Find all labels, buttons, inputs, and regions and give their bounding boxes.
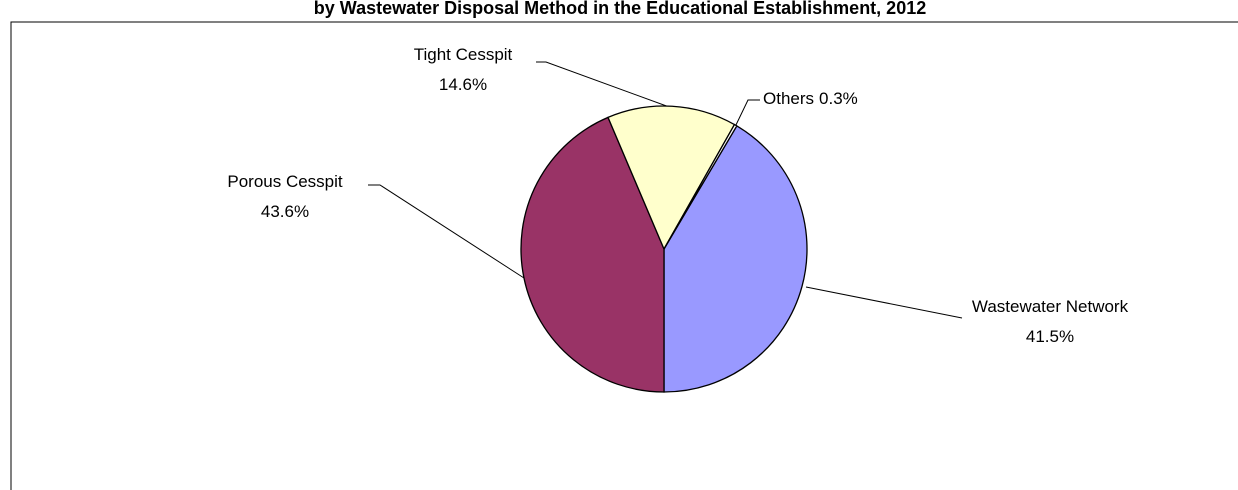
pie-slice [607, 105, 736, 251]
pie-slice [663, 125, 808, 393]
leader-line [368, 184, 525, 279]
value-label: 41.5% [1026, 327, 1074, 346]
slice-label: Others 0.3% [763, 89, 858, 108]
category-label: Wastewater Network [972, 297, 1129, 316]
pie-slice [520, 116, 665, 393]
chart-title: by Wastewater Disposal Method in the Edu… [314, 0, 926, 18]
value-label: 14.6% [439, 75, 487, 94]
leader-lines [368, 61, 963, 319]
slice-label: Tight Cesspit 14.6% [414, 45, 513, 94]
pie-slice [663, 123, 738, 250]
slice-label: Porous Cesspit 43.6% [227, 172, 343, 221]
category-label: Porous Cesspit [227, 172, 343, 191]
value-label: 43.6% [261, 202, 309, 221]
leader-line [805, 286, 963, 319]
leader-line [734, 99, 760, 128]
value-label: 0.3% [819, 89, 858, 108]
category-label: Others [763, 89, 814, 108]
leader-line [536, 61, 673, 109]
slice-label: Wastewater Network 41.5% [972, 297, 1129, 346]
category-label: Tight Cesspit [414, 45, 513, 64]
